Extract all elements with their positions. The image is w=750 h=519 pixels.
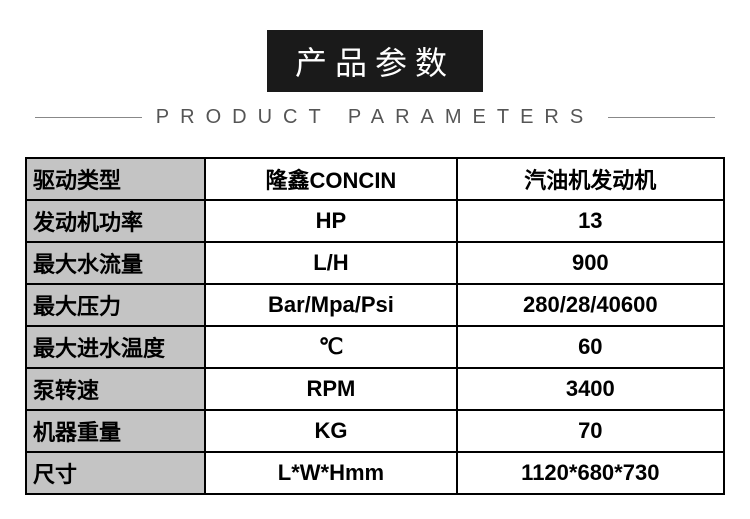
row-value: 70 (457, 410, 724, 452)
row-label: 泵转速 (26, 368, 205, 410)
row-value: 13 (457, 200, 724, 242)
row-label: 驱动类型 (26, 158, 205, 200)
table-row: 机器重量 KG 70 (26, 410, 724, 452)
row-label: 最大进水温度 (26, 326, 205, 368)
header: 产品参数 PRODUCT PARAMETERS (0, 30, 750, 129)
row-unit: Bar/Mpa/Psi (205, 284, 456, 326)
table-row: 最大进水温度 ℃ 60 (26, 326, 724, 368)
subtitle-wrap: PRODUCT PARAMETERS (35, 106, 715, 129)
row-unit: HP (205, 200, 456, 242)
row-label: 机器重量 (26, 410, 205, 452)
row-value: 60 (457, 326, 724, 368)
row-label: 发动机功率 (26, 200, 205, 242)
table-body: 驱动类型 隆鑫CONCIN 汽油机发动机 发动机功率 HP 13 最大水流量 L… (26, 158, 724, 494)
row-value: 汽油机发动机 (457, 158, 724, 200)
row-unit: L/H (205, 242, 456, 284)
row-value: 3400 (457, 368, 724, 410)
row-unit: RPM (205, 368, 456, 410)
table-row: 发动机功率 HP 13 (26, 200, 724, 242)
row-value: 280/28/40600 (457, 284, 724, 326)
table-row: 尺寸 L*W*Hmm 1120*680*730 (26, 452, 724, 494)
title-badge: 产品参数 (267, 30, 483, 92)
subtitle-en: PRODUCT PARAMETERS (142, 106, 608, 129)
row-unit: 隆鑫CONCIN (205, 158, 456, 200)
table-row: 泵转速 RPM 3400 (26, 368, 724, 410)
row-unit: L*W*Hmm (205, 452, 456, 494)
row-unit: KG (205, 410, 456, 452)
divider-left (35, 117, 142, 118)
row-unit: ℃ (205, 326, 456, 368)
row-label: 尺寸 (26, 452, 205, 494)
table-row: 驱动类型 隆鑫CONCIN 汽油机发动机 (26, 158, 724, 200)
table-row: 最大水流量 L/H 900 (26, 242, 724, 284)
row-label: 最大水流量 (26, 242, 205, 284)
row-label: 最大压力 (26, 284, 205, 326)
table-row: 最大压力 Bar/Mpa/Psi 280/28/40600 (26, 284, 724, 326)
divider-right (608, 117, 715, 118)
parameters-table: 驱动类型 隆鑫CONCIN 汽油机发动机 发动机功率 HP 13 最大水流量 L… (25, 157, 725, 495)
row-value: 900 (457, 242, 724, 284)
row-value: 1120*680*730 (457, 452, 724, 494)
